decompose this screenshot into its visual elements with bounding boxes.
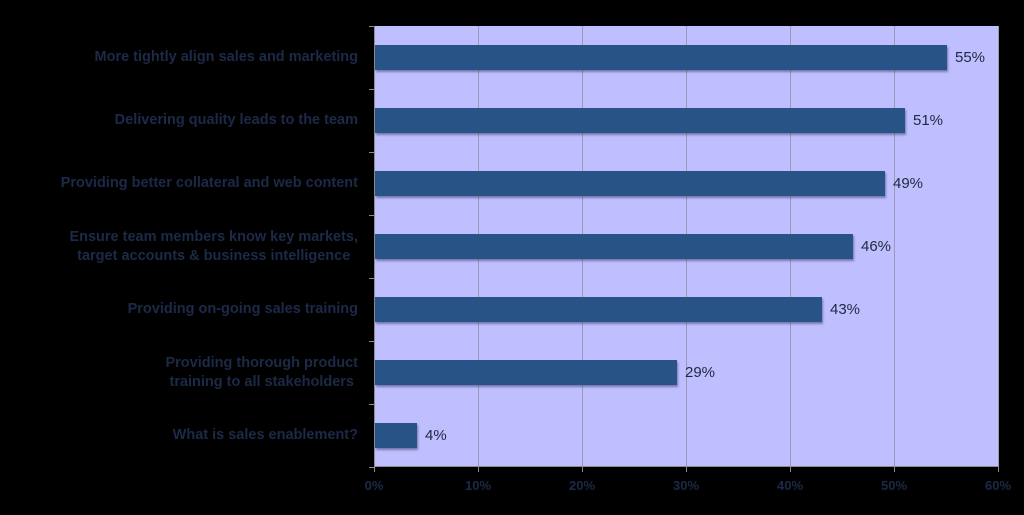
bar (375, 234, 853, 259)
bar-value-label: 46% (861, 238, 892, 255)
x-tick (582, 466, 583, 472)
bar-value-label: 4% (425, 427, 447, 444)
x-tick (686, 466, 687, 472)
plot-area: 55% 51% 49% 46% 43% 29% 4% (369, 26, 999, 472)
x-tick-label: 40% (776, 478, 804, 493)
bar-value-label: 51% (913, 112, 944, 129)
y-tick (369, 467, 375, 468)
y-tick (369, 152, 375, 153)
x-tick (790, 466, 791, 472)
bar-value-label: 43% (830, 301, 861, 318)
bar (375, 360, 677, 385)
category-label: Delivering quality leads to the team (114, 112, 358, 128)
gridline (894, 26, 895, 466)
x-tick-label: 0% (364, 478, 384, 493)
bar-value-label: 55% (955, 49, 986, 66)
y-tick (369, 215, 375, 216)
x-tick-label: 60% (984, 478, 1012, 493)
bar-value-label: 49% (893, 175, 924, 192)
x-tick (998, 466, 999, 472)
category-label: Ensure team members know key markets, tar… (69, 228, 358, 264)
bar (375, 297, 822, 322)
y-tick (369, 404, 375, 405)
x-tick-label: 10% (464, 478, 492, 493)
bar (375, 423, 417, 448)
bar-value-label: 29% (685, 364, 716, 381)
x-tick-label: 30% (672, 478, 700, 493)
y-tick (369, 26, 375, 27)
y-tick (369, 341, 375, 342)
x-tick (894, 466, 895, 472)
category-label: Providing better collateral and web cont… (60, 175, 358, 191)
gridline (998, 26, 999, 466)
x-tick-label: 20% (568, 478, 596, 493)
y-tick (369, 278, 375, 279)
bar (375, 45, 947, 70)
bar (375, 171, 885, 196)
bar (375, 108, 905, 133)
category-label: Providing on-going sales training (127, 301, 358, 317)
x-tick-label: 50% (880, 478, 908, 493)
category-label: What is sales enablement? (172, 427, 358, 443)
category-label: More tightly align sales and marketing (94, 49, 358, 65)
x-tick (374, 466, 375, 472)
category-label: Providing thorough product training to al… (165, 354, 358, 390)
y-tick (369, 89, 375, 90)
x-tick (478, 466, 479, 472)
